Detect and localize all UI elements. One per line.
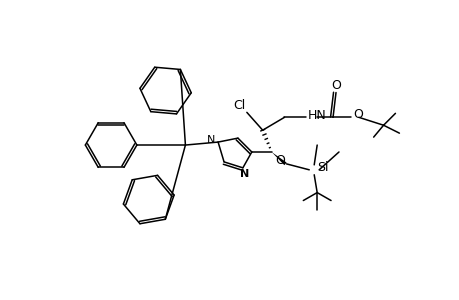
Polygon shape (271, 152, 286, 165)
Text: O: O (352, 108, 362, 121)
Text: O: O (275, 154, 285, 167)
Text: N: N (240, 169, 249, 179)
Text: Si: Si (317, 161, 328, 174)
Text: Cl: Cl (232, 99, 245, 112)
Text: N: N (207, 135, 215, 145)
Text: O: O (330, 79, 340, 92)
Text: HN: HN (307, 109, 325, 122)
